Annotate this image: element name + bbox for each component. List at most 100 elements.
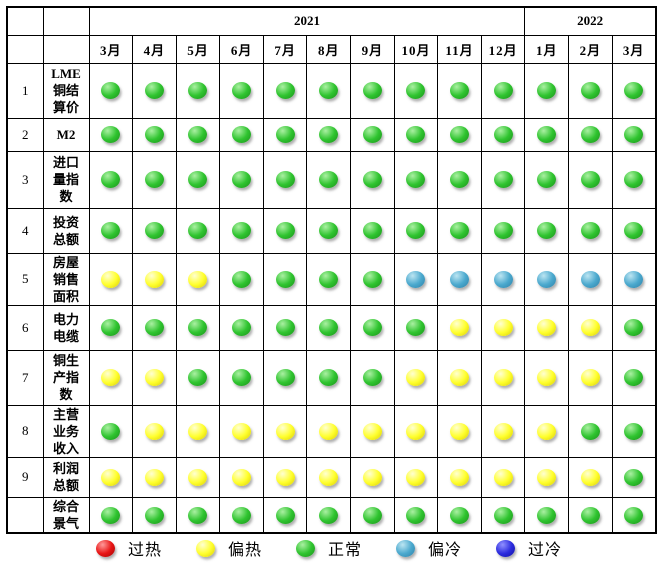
- status-dot-warm: [144, 270, 164, 288]
- status-cell: [524, 349, 570, 406]
- status-dot-normal: [275, 222, 295, 240]
- status-cell: [306, 404, 352, 458]
- status-cell: [393, 404, 439, 458]
- status-cell: [262, 150, 308, 209]
- status-dot-normal: [188, 171, 208, 189]
- status-cell: [262, 496, 308, 534]
- month-header: 10月: [393, 34, 439, 64]
- status-dot-normal: [144, 126, 164, 144]
- status-cell: [88, 496, 134, 534]
- status-dot-normal: [101, 222, 121, 240]
- status-cell: [393, 62, 439, 119]
- status-dot-normal: [493, 506, 513, 524]
- status-dot-warm: [362, 468, 382, 486]
- status-cell: [480, 252, 526, 306]
- status-cell: [350, 456, 395, 498]
- status-cell: [480, 117, 526, 152]
- status-dot-normal: [493, 126, 513, 144]
- status-cell: [262, 304, 308, 351]
- status-cell: [88, 150, 134, 209]
- status-cell: [175, 496, 221, 534]
- status-dot-normal: [275, 506, 295, 524]
- status-cell: [611, 404, 657, 458]
- status-dot-normal: [275, 171, 295, 189]
- status-cell: [480, 62, 526, 119]
- status-cell: [437, 252, 482, 306]
- status-dot-warm: [144, 468, 164, 486]
- row-number: 6: [6, 304, 44, 351]
- status-cell: [437, 496, 482, 534]
- status-dot-warm: [406, 369, 426, 387]
- status-cell: [306, 117, 352, 152]
- row-label: 房屋 销售 面积: [42, 252, 90, 306]
- status-dot-normal: [450, 126, 470, 144]
- status-cell: [524, 207, 570, 254]
- status-cell: [262, 207, 308, 254]
- status-dot-normal: [101, 422, 121, 440]
- status-cell: [568, 252, 613, 306]
- status-cell: [219, 404, 264, 458]
- status-cell: [262, 62, 308, 119]
- status-dot-warm: [188, 270, 208, 288]
- month-header: 5月: [175, 34, 221, 64]
- row-label: 进口 量指 数: [42, 150, 90, 209]
- status-cell: [88, 117, 134, 152]
- status-cell: [262, 117, 308, 152]
- status-cell: [611, 496, 657, 534]
- legend-item-normal: 正常: [295, 536, 362, 560]
- status-dot-warm: [275, 422, 295, 440]
- status-dot-warm: [450, 422, 470, 440]
- status-dot-warm: [144, 422, 164, 440]
- status-dot-normal: [232, 82, 252, 100]
- status-dot-normal: [362, 319, 382, 337]
- status-cell: [437, 304, 482, 351]
- status-cell: [175, 456, 221, 498]
- row-label: LME 铜结 算价: [42, 62, 90, 119]
- status-dot-warm: [537, 319, 557, 337]
- status-dot-normal: [101, 319, 121, 337]
- status-cell: [306, 349, 352, 406]
- status-cell: [350, 252, 395, 306]
- status-cell: [437, 404, 482, 458]
- status-dot-normal: [319, 82, 339, 100]
- status-dot-normal: [450, 171, 470, 189]
- status-dot-normal: [406, 222, 426, 240]
- month-header: 7月: [262, 34, 308, 64]
- legend-dot-cool: [396, 539, 415, 557]
- status-cell: [437, 117, 482, 152]
- status-cell: [306, 496, 352, 534]
- status-cell: [88, 404, 134, 458]
- status-cell: [524, 304, 570, 351]
- status-cell: [262, 456, 308, 498]
- indicator-row: 8 主营 业务 收入: [6, 404, 657, 458]
- status-dot-warm: [144, 369, 164, 387]
- status-cell: [568, 207, 613, 254]
- status-cell: [132, 404, 177, 458]
- status-dot-normal: [624, 222, 644, 240]
- status-dot-normal: [275, 319, 295, 337]
- year-header: 2022: [524, 6, 657, 36]
- status-cell: [262, 252, 308, 306]
- legend-label: 过热: [127, 542, 162, 559]
- status-dot-normal: [232, 270, 252, 288]
- status-cell: [350, 207, 395, 254]
- status-dot-cool: [624, 270, 644, 288]
- status-cell: [611, 252, 657, 306]
- status-dot-warm: [450, 319, 470, 337]
- status-dot-normal: [580, 222, 600, 240]
- status-dot-normal: [232, 222, 252, 240]
- row-label: 铜生 产指 数: [42, 349, 90, 406]
- status-dot-normal: [450, 506, 470, 524]
- status-cell: [524, 150, 570, 209]
- legend-label: 偏冷: [428, 542, 463, 559]
- month-header: 4月: [132, 34, 177, 64]
- row-number: 5: [6, 252, 44, 306]
- status-dot-normal: [362, 126, 382, 144]
- status-dot-warm: [493, 369, 513, 387]
- status-cell: [393, 349, 439, 406]
- status-cell: [568, 456, 613, 498]
- status-cell: [437, 456, 482, 498]
- status-cell: [219, 252, 264, 306]
- status-dot-normal: [101, 506, 121, 524]
